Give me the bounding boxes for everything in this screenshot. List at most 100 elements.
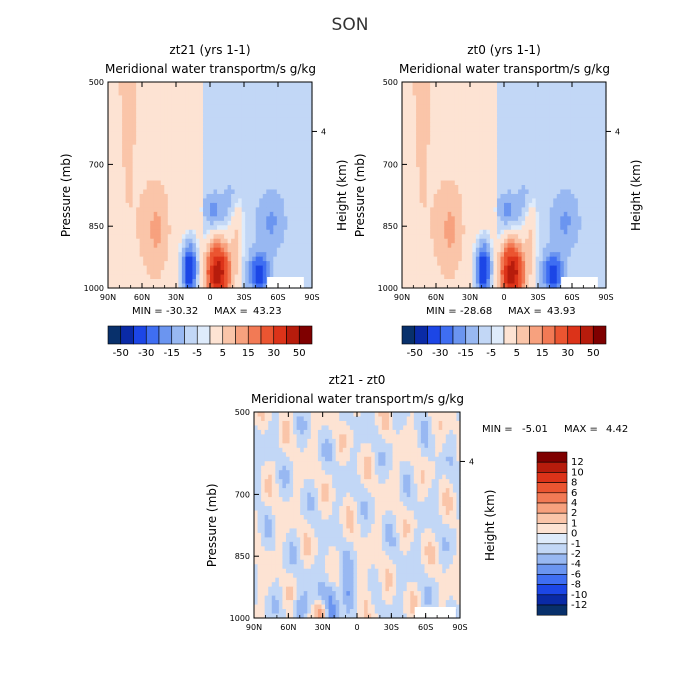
contour-cell [118, 207, 123, 213]
contour-cell [224, 207, 229, 213]
contour-cell [301, 256, 306, 262]
contour-cell [136, 220, 141, 226]
contour-cell [570, 234, 575, 240]
contour-cell [146, 185, 151, 191]
contour-cell [174, 216, 179, 222]
contour-cell [150, 229, 155, 235]
contour-cell [150, 153, 155, 159]
contour-cell [479, 162, 484, 168]
contour-cell [430, 207, 435, 213]
contour-cell [199, 180, 204, 186]
contour-cell [164, 261, 169, 267]
contour-cell [461, 202, 466, 208]
contour-cell [563, 158, 568, 164]
contour-cell [122, 202, 127, 208]
contour-cell [486, 135, 491, 141]
contour-cell [108, 82, 113, 88]
contour-cell [556, 220, 561, 226]
contour-cell [514, 140, 519, 146]
contour-cell [248, 131, 253, 137]
contour-cell [245, 274, 250, 280]
contour-cell [588, 153, 593, 159]
contour-cell [143, 265, 148, 271]
contour-cell [259, 86, 264, 92]
contour-cell [111, 86, 116, 92]
contour-cell [115, 247, 120, 253]
contour-cell [231, 274, 236, 280]
contour-cell [426, 238, 431, 244]
contour-cell [213, 279, 218, 285]
contour-cell [518, 216, 523, 222]
contour-cell [539, 149, 544, 155]
contour-cell [231, 252, 236, 258]
contour-cell [259, 202, 264, 208]
contour-cell [185, 162, 190, 168]
contour-cell [458, 198, 463, 204]
contour-cell [146, 229, 151, 235]
contour-cell [584, 90, 590, 97]
contour-cell [479, 108, 484, 114]
contour-cell [245, 131, 250, 137]
contour-cell [549, 117, 554, 123]
contour-cell [479, 153, 484, 159]
contour-cell [539, 238, 544, 244]
contour-cell [206, 108, 211, 114]
contour-cell [202, 261, 208, 267]
contour-cell [440, 247, 445, 253]
contour-cell [199, 140, 204, 146]
contour-cell [486, 198, 491, 204]
contour-cell [276, 135, 281, 141]
contour-cell [591, 225, 597, 231]
contour-cell [546, 216, 551, 222]
contour-cell [108, 180, 113, 186]
contour-cell [525, 153, 530, 159]
contour-cell [178, 171, 183, 177]
contour-cell [220, 189, 225, 195]
contour-cell [560, 113, 565, 119]
contour-cell [489, 82, 495, 88]
contour-cell [136, 82, 141, 88]
contour-cell [539, 211, 544, 217]
contour-cell [217, 104, 222, 110]
contour-cell [577, 144, 582, 150]
contour-cell [171, 90, 176, 97]
contour-cell [167, 180, 172, 186]
contour-cell [574, 122, 579, 128]
contour-cell [308, 234, 313, 240]
contour-cell [136, 90, 141, 97]
contour-cell [560, 158, 565, 164]
contour-cell [280, 202, 285, 208]
contour-cell [304, 135, 310, 141]
contour-cell [227, 234, 232, 240]
contour-cell [192, 216, 197, 222]
contour-cell [308, 207, 313, 213]
contour-cell [419, 171, 424, 177]
contour-cell [259, 122, 264, 128]
contour-cell [217, 225, 222, 231]
contour-cell [167, 162, 172, 168]
contour-cell [581, 158, 586, 164]
contour-cell [486, 82, 491, 88]
contour-cell [248, 256, 253, 262]
contour-cell [199, 189, 204, 195]
contour-cell [482, 247, 488, 253]
contour-cell [416, 86, 421, 92]
contour-cell [108, 158, 113, 164]
contour-cell [507, 140, 512, 146]
contour-cell [125, 216, 130, 222]
contour-cell [122, 82, 127, 88]
contour-cell [591, 117, 597, 123]
contour-cell [493, 185, 498, 191]
contour-cell [301, 207, 306, 213]
contour-cell [146, 99, 151, 105]
contour-cell [234, 104, 239, 110]
contour-cell [160, 265, 165, 271]
contour-cell [290, 122, 296, 128]
contour-cell [602, 126, 607, 132]
contour-cell [402, 113, 407, 119]
contour-cell [220, 95, 225, 101]
contour-cell [157, 171, 162, 177]
contour-cell [199, 108, 204, 114]
contour-field [402, 82, 607, 289]
contour-cell [294, 162, 299, 168]
